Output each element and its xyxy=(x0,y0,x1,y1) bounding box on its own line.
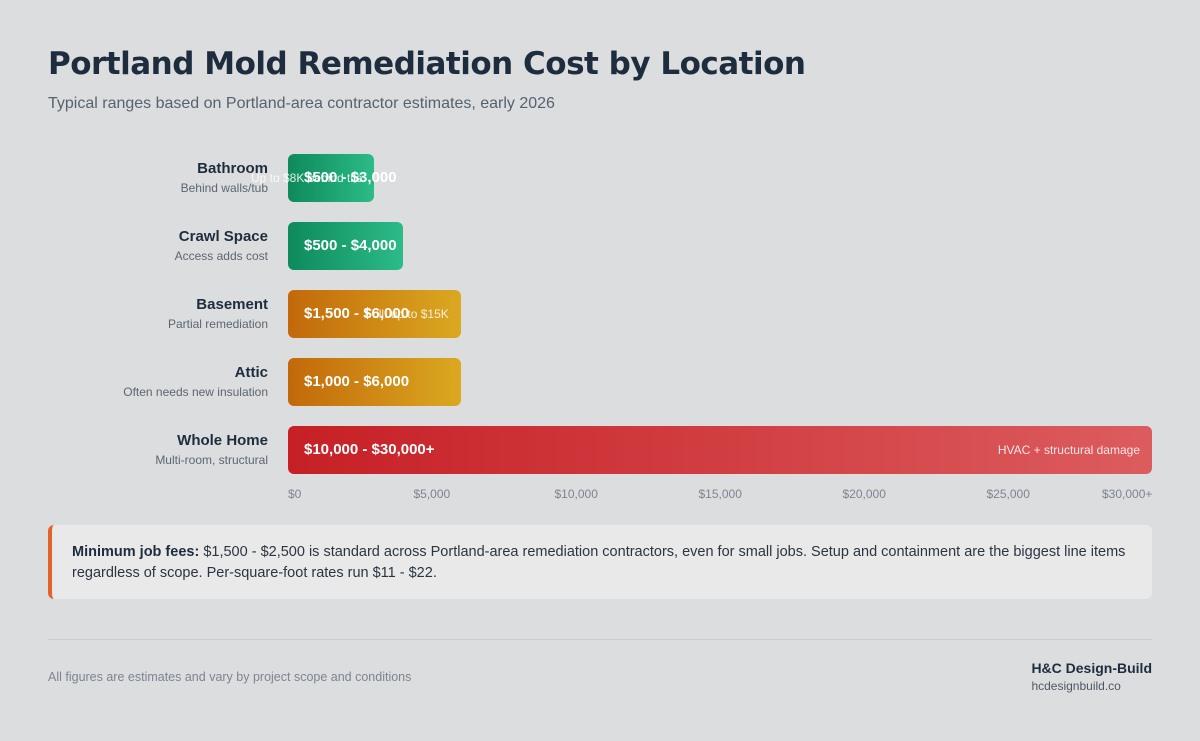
x-tick-label: $0 xyxy=(288,487,302,501)
category-sublabel: Behind walls/tub xyxy=(180,181,268,195)
callout-text: $1,500 - $2,500 is standard across Portl… xyxy=(72,544,1126,581)
category-label: Whole Home Multi-room, structural xyxy=(48,432,268,468)
bar: $500 - $3,000 Up to $8K behind tile xyxy=(251,154,397,202)
category-sublabel: Partial remediation xyxy=(167,317,268,331)
bar-value-label: $500 - $4,000 xyxy=(304,237,397,254)
category-label: Basement Partial remediation xyxy=(48,296,268,332)
footnote: All figures are estimates and vary by pr… xyxy=(48,670,412,684)
category-label: Bathroom Behind walls/tub xyxy=(48,160,268,196)
bar-note: HVAC + structural damage xyxy=(997,443,1140,457)
bar: $1,000 - $6,000 xyxy=(288,358,461,406)
brand-name: H&C Design-Build xyxy=(1031,660,1152,676)
bar: $500 - $4,000 xyxy=(288,222,404,270)
x-tick-label: $30,000+ xyxy=(1102,487,1153,501)
category-name: Crawl Space xyxy=(178,228,268,245)
chart-title: Portland Mold Remediation Cost by Locati… xyxy=(48,46,806,82)
category-label: Attic Often needs new insulation xyxy=(48,364,268,400)
category-sublabel: Access adds cost xyxy=(174,249,268,263)
bar-value-label: $10,000 - $30,000+ xyxy=(304,441,435,458)
x-tick-label: $25,000 xyxy=(986,487,1030,501)
category-name: Whole Home xyxy=(177,432,268,449)
x-tick-label: $20,000 xyxy=(842,487,886,501)
callout-label: Minimum job fees: xyxy=(72,544,200,560)
bar: $1,500 - $6,000 Full: up to $15K xyxy=(288,290,461,338)
category-name: Attic xyxy=(234,364,268,381)
category-name: Basement xyxy=(196,296,268,313)
minimum-fees-callout: Minimum job fees: $1,500 - $2,500 is sta… xyxy=(48,525,1152,599)
chart-subtitle: Typical ranges based on Portland-area co… xyxy=(48,95,555,112)
bar-chart: Bathroom Behind walls/tub $500 - $3,000 Up … xyxy=(48,154,1153,501)
bar-note: Full: up to $15K xyxy=(364,307,449,321)
brand-block: H&C Design-Build hcdesignbuild.co xyxy=(1031,660,1152,693)
category-label: Crawl Space Access adds cost xyxy=(48,228,268,264)
x-tick-label: $15,000 xyxy=(698,487,742,501)
bar-value-label: $1,500 - $6,000 xyxy=(304,305,410,322)
bar-value-label: $1,000 - $6,000 xyxy=(304,373,410,390)
x-tick-label: $10,000 xyxy=(554,487,598,501)
footer-divider xyxy=(48,639,1152,640)
category-sublabel: Often needs new insulation xyxy=(123,385,268,399)
category-name: Bathroom xyxy=(197,160,268,177)
bar: $10,000 - $30,000+ HVAC + structural dama… xyxy=(288,426,1152,474)
x-tick-label: $5,000 xyxy=(413,487,451,501)
bar-value-label: $500 - $3,000 xyxy=(304,169,397,186)
brand-url: hcdesignbuild.co xyxy=(1031,679,1121,693)
bar-note: Up to $8K behind tile xyxy=(250,171,363,185)
category-sublabel: Multi-room, structural xyxy=(155,453,268,467)
